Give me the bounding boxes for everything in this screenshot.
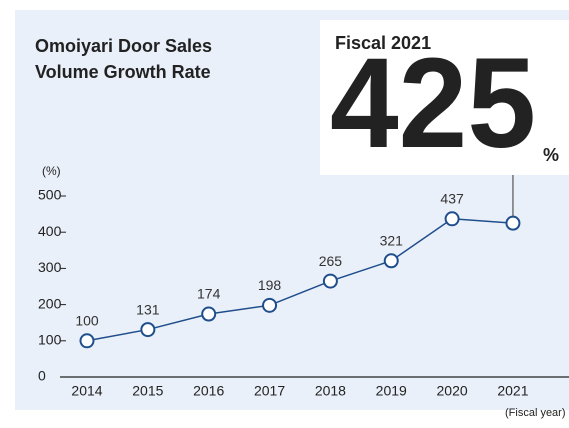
y-tick-label: 300 <box>38 259 62 275</box>
data-label: 198 <box>258 277 282 293</box>
x-tick-label: 2019 <box>376 383 407 399</box>
highlight-unit: % <box>543 145 559 165</box>
chart-title: Omoiyari Door Sales <box>35 36 212 56</box>
data-label: 174 <box>197 286 221 302</box>
highlight-value: 425 <box>330 32 536 175</box>
point <box>322 273 338 289</box>
x-tick-label: 2021 <box>497 383 528 399</box>
point <box>383 253 399 269</box>
data-label: 100 <box>75 313 99 329</box>
x-axis-label: (Fiscal year) <box>505 407 566 419</box>
x-tick-label: 2014 <box>71 383 102 399</box>
point <box>262 297 278 313</box>
point <box>505 215 521 231</box>
series-line <box>86 218 514 342</box>
x-tick-label: 2017 <box>254 383 285 399</box>
data-label: 321 <box>380 233 404 249</box>
y-tick-label: 400 <box>38 223 62 239</box>
y-tick-label: 0 <box>38 368 46 384</box>
x-tick-label: 2020 <box>437 383 468 399</box>
highlight-title: Fiscal 2021 <box>335 33 431 53</box>
y-tick-label: 200 <box>38 295 62 311</box>
x-tick-label: 2015 <box>132 383 163 399</box>
highlight-box <box>320 20 569 175</box>
data-label: 131 <box>136 301 160 317</box>
x-tick-label: 2018 <box>315 383 346 399</box>
data-label: 437 <box>440 191 464 207</box>
point <box>444 211 460 227</box>
y-unit-label: (%) <box>42 164 61 178</box>
data-label: 265 <box>319 253 343 269</box>
y-tick-label: 500 <box>38 187 62 203</box>
point <box>79 333 95 349</box>
chart-title: Volume Growth Rate <box>35 62 211 82</box>
point <box>201 306 217 322</box>
point <box>140 322 156 338</box>
x-tick-label: 2016 <box>193 383 224 399</box>
y-tick-label: 100 <box>38 332 62 348</box>
